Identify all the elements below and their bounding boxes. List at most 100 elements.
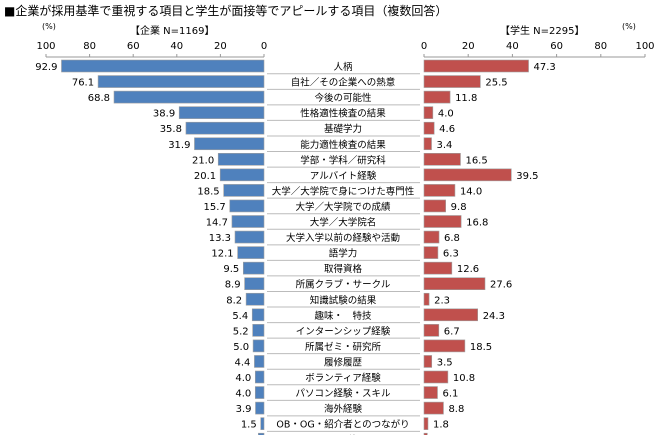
student-value-label: 8.8 <box>448 404 464 415</box>
company-value-label: 20.1 <box>194 171 216 182</box>
category-label: 海外経験 <box>324 403 363 415</box>
company-value-label: 31.9 <box>168 140 190 151</box>
company-bar <box>219 168 265 182</box>
company-bar <box>113 90 265 104</box>
student-value-label: 14.0 <box>460 186 482 197</box>
student-value-label: 47.3 <box>534 62 556 73</box>
company-value-label: 4.0 <box>235 373 251 384</box>
company-bar <box>194 137 265 151</box>
company-value-label: 15.7 <box>204 202 226 213</box>
category-label: 大学／大学院名 <box>310 217 377 229</box>
student-value-label: 16.8 <box>466 218 488 229</box>
left-series-label: 【企業 N=1169】 <box>130 26 215 37</box>
category-label: OB・OG・紹介者とのつながり <box>276 419 409 431</box>
category-label: 自社／その企業への熱意 <box>291 77 396 89</box>
student-value-label: 10.8 <box>453 373 475 384</box>
category-label: 学部・学科／研究科 <box>300 154 386 166</box>
company-bar <box>254 355 265 368</box>
company-bar <box>229 199 265 213</box>
category-label: 語学力 <box>329 248 358 260</box>
category-label: 性格適性検査の結果 <box>300 108 386 120</box>
company-value-label: 68.8 <box>88 93 110 104</box>
company-bar <box>231 215 265 228</box>
student-bar <box>423 184 456 197</box>
company-value-label: 14.7 <box>206 218 228 229</box>
student-value-label: 4.6 <box>439 124 455 135</box>
right-tick-label: 20 <box>462 41 475 52</box>
student-bar <box>423 230 440 244</box>
company-bar <box>255 401 265 415</box>
student-bar <box>423 215 462 228</box>
category-label: 所属ゼミ・研究所 <box>305 341 382 353</box>
student-bar <box>423 308 479 322</box>
category-label: 履修履歴 <box>324 356 363 368</box>
left-tick-label: 60 <box>127 41 140 52</box>
student-bar <box>423 324 440 337</box>
right-tick-label: 60 <box>550 41 563 52</box>
student-bar <box>423 59 529 73</box>
company-bar <box>178 106 265 119</box>
category-label: 能力適性検査の結果 <box>300 139 386 151</box>
chart-title: ■企業が採用基準で重視する項目と学生が面接等でアピールする項目（複数回答） <box>4 4 448 18</box>
company-value-label: 4.4 <box>235 357 251 368</box>
category-label: 大学／大学院で身につけた専門性 <box>272 185 415 197</box>
company-bar <box>258 432 265 435</box>
category-label: 基礎学力 <box>324 123 362 135</box>
left-tick-label: 80 <box>83 41 96 52</box>
student-value-label: 12.6 <box>457 264 479 275</box>
right-tick-label: 0 <box>421 41 427 52</box>
student-value-label: 11.8 <box>455 93 477 104</box>
student-value-label: 2.3 <box>434 295 450 306</box>
company-bar <box>97 75 265 88</box>
company-bar <box>237 246 265 259</box>
category-label: 大学／大学院での成績 <box>295 201 391 213</box>
student-value-label: 25.5 <box>485 78 507 89</box>
student-value-label: 27.6 <box>490 280 512 291</box>
company-value-label: 13.3 <box>209 233 231 244</box>
student-value-label: 6.8 <box>444 233 460 244</box>
student-bar <box>423 153 461 166</box>
category-label: 今後の可能性 <box>314 92 372 104</box>
left-tick-label: 40 <box>170 41 183 52</box>
student-bar <box>423 75 481 88</box>
company-bar <box>252 339 265 353</box>
student-value-label: 6.7 <box>444 326 460 337</box>
company-bar <box>254 386 265 399</box>
right-series-label: 【学生 N=2295】 <box>500 26 585 37</box>
company-bar <box>254 370 265 384</box>
student-bar <box>423 168 512 182</box>
student-bar <box>423 355 433 368</box>
student-bar <box>423 246 439 259</box>
company-bar <box>217 153 265 166</box>
category-label: 大学入学以前の経験や活動 <box>286 232 400 244</box>
student-bar <box>423 199 446 213</box>
company-value-label: 35.8 <box>160 124 182 135</box>
left-tick-label: 0 <box>261 41 267 52</box>
student-value-label: 24.3 <box>483 311 505 322</box>
student-bar <box>423 417 429 430</box>
student-value-label: 6.1 <box>442 389 458 400</box>
category-label: 人柄 <box>333 61 352 73</box>
category-label: アルバイト経験 <box>310 170 377 182</box>
student-bar <box>423 292 430 306</box>
student-value-label: 9.8 <box>451 202 467 213</box>
left-tick-label: 20 <box>214 41 227 52</box>
company-value-label: 9.5 <box>223 264 239 275</box>
right-tick-label: 40 <box>506 41 519 52</box>
company-bar <box>244 277 265 291</box>
company-value-label: 3.9 <box>236 404 252 415</box>
category-label: パソコン経験・スキル <box>295 388 391 400</box>
student-bar <box>423 386 438 399</box>
student-bar <box>423 90 451 104</box>
student-bar <box>423 261 453 275</box>
company-bar <box>234 230 265 244</box>
company-bar <box>223 184 265 197</box>
student-value-label: 3.5 <box>437 357 453 368</box>
right-unit-label: (%) <box>622 22 636 31</box>
category-label: ボランティア経験 <box>305 372 381 384</box>
student-bar <box>423 277 486 291</box>
company-value-label: 1.5 <box>241 420 257 431</box>
company-value-label: 5.4 <box>232 311 248 322</box>
